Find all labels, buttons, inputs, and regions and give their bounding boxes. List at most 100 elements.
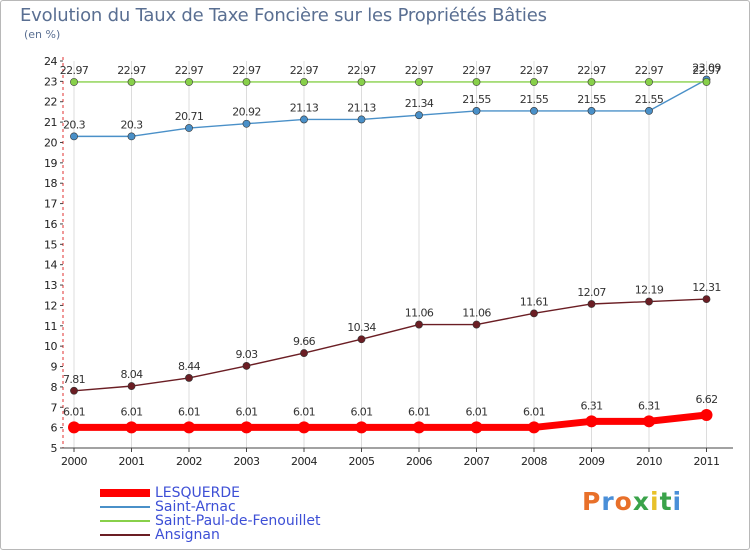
x-tick-label: 2005	[349, 455, 375, 468]
data-label-lesquerde: 6.01	[178, 405, 200, 418]
data-label-saint-paul-de-fenouillet: 22.97	[117, 64, 146, 77]
data-point-saint-paul-de-fenouillet	[70, 78, 78, 86]
y-tick-label: 8	[51, 381, 58, 394]
data-point-saint-arnac	[70, 132, 78, 141]
y-tick-label: 15	[44, 238, 57, 251]
y-tick-label: 9	[51, 361, 58, 374]
data-point-saint-arnac	[127, 132, 136, 141]
data-point-lesquerde	[585, 415, 598, 428]
data-point-saint-paul-de-fenouillet	[415, 78, 423, 86]
y-tick-label: 7	[51, 401, 58, 414]
data-point-ansignan	[127, 382, 136, 390]
data-point-lesquerde	[183, 421, 195, 434]
legend-swatch-lesquerde	[100, 489, 150, 497]
data-point-lesquerde	[68, 421, 80, 434]
data-point-saint-arnac	[530, 107, 538, 115]
data-point-ansignan	[185, 374, 193, 382]
data-point-saint-paul-de-fenouillet	[300, 78, 308, 86]
data-label-ansignan: 10.34	[347, 321, 376, 334]
data-label-saint-arnac: 21.13	[290, 101, 319, 114]
data-label-saint-arnac: 21.55	[462, 93, 491, 106]
data-point-saint-paul-de-fenouillet	[530, 78, 538, 86]
x-tick-label: 2011	[694, 455, 720, 468]
data-label-saint-paul-de-fenouillet: 22.97	[232, 64, 261, 77]
data-label-saint-paul-de-fenouillet: 22.97	[692, 64, 721, 77]
legend-label-saint-arnac: Saint-Arnac	[155, 499, 236, 515]
logo-letter: t	[659, 487, 673, 516]
x-tick-label: 2009	[579, 455, 605, 468]
data-label-ansignan: 12.07	[577, 286, 606, 299]
logo-letter: x	[632, 487, 650, 516]
data-label-lesquerde: 6.01	[120, 405, 142, 418]
x-tick-label: 2003	[234, 455, 260, 468]
data-label-ansignan: 12.19	[635, 284, 664, 297]
y-tick-label: 20	[44, 136, 57, 149]
data-label-saint-arnac: 20.71	[175, 110, 204, 123]
data-point-lesquerde	[125, 421, 138, 434]
data-label-saint-paul-de-fenouillet: 22.97	[290, 64, 319, 77]
y-tick-label: 5	[51, 442, 58, 455]
x-tick-label: 2008	[521, 455, 547, 468]
data-point-lesquerde	[240, 421, 253, 434]
data-point-saint-arnac	[587, 107, 596, 115]
logo-letter: r	[601, 487, 615, 516]
data-label-saint-paul-de-fenouillet: 22.97	[635, 64, 664, 77]
data-label-lesquerde: 6.62	[695, 393, 717, 406]
data-point-saint-arnac	[357, 115, 366, 124]
data-label-saint-paul-de-fenouillet: 22.97	[462, 64, 491, 77]
data-label-saint-paul-de-fenouillet: 22.97	[175, 64, 204, 77]
data-label-saint-arnac: 21.13	[347, 101, 376, 114]
legend-item-lesquerde: LESQUERDE	[100, 486, 321, 500]
data-label-lesquerde: 6.01	[235, 405, 257, 418]
data-point-saint-arnac	[472, 107, 481, 115]
series-line-saint-arnac	[73, 78, 708, 138]
data-label-lesquerde: 6.01	[408, 405, 430, 418]
legend-label-lesquerde: LESQUERDE	[155, 485, 240, 501]
y-tick-label: 21	[44, 116, 57, 129]
data-point-ansignan	[530, 309, 538, 318]
data-label-lesquerde: 6.01	[63, 405, 85, 418]
x-tick-label: 2004	[291, 455, 317, 468]
y-tick-label: 6	[51, 422, 58, 435]
legend-item-ansignan: Ansignan	[100, 528, 321, 542]
x-tick-label: 2001	[119, 455, 145, 468]
data-label-saint-arnac: 21.55	[577, 93, 606, 106]
legend-swatch-ansignan	[100, 534, 150, 536]
data-point-ansignan	[587, 300, 596, 308]
data-point-saint-paul-de-fenouillet	[472, 78, 481, 86]
logo-letter: P	[582, 487, 602, 516]
y-tick-label: 16	[44, 218, 57, 231]
data-label-ansignan: 8.44	[178, 360, 201, 373]
data-label-saint-paul-de-fenouillet: 22.97	[405, 64, 434, 77]
x-tick-label: 2010	[636, 455, 662, 468]
chart-legend: LESQUERDE Saint-Arnac Saint-Paul-de-Feno…	[100, 486, 321, 542]
logo-letter: o	[614, 487, 633, 516]
data-label-ansignan: 12.31	[692, 281, 721, 294]
data-point-saint-paul-de-fenouillet	[702, 78, 711, 86]
data-point-ansignan	[702, 295, 711, 304]
legend-item-saint-paul: Saint-Paul-de-Fenouillet	[100, 514, 321, 528]
series-line-ansignan	[73, 298, 708, 392]
data-label-saint-paul-de-fenouillet: 22.97	[520, 64, 549, 77]
data-label-saint-arnac: 21.55	[520, 93, 549, 106]
data-label-ansignan: 11.06	[462, 307, 491, 320]
data-point-lesquerde	[413, 421, 425, 434]
chart-subtitle: (en %)	[24, 28, 61, 41]
data-label-saint-paul-de-fenouillet: 22.97	[60, 64, 89, 77]
data-label-saint-paul-de-fenouillet: 22.97	[577, 64, 606, 77]
legend-swatch-saint-paul	[100, 520, 150, 522]
data-label-lesquerde: 6.01	[350, 405, 372, 418]
x-tick-label: 2007	[464, 455, 490, 468]
data-point-saint-paul-de-fenouillet	[587, 78, 596, 86]
y-tick-label: 23	[44, 75, 57, 88]
logo-letter: i	[650, 487, 660, 516]
data-label-lesquerde: 6.01	[465, 405, 487, 418]
y-tick-label: 19	[44, 157, 57, 170]
data-label-ansignan: 11.61	[520, 295, 549, 308]
y-tick-label: 13	[44, 279, 57, 292]
data-point-saint-paul-de-fenouillet	[357, 78, 366, 86]
data-point-lesquerde	[700, 409, 713, 422]
data-label-lesquerde: 6.01	[293, 405, 315, 418]
proxiti-logo: Proxiti	[582, 487, 682, 516]
